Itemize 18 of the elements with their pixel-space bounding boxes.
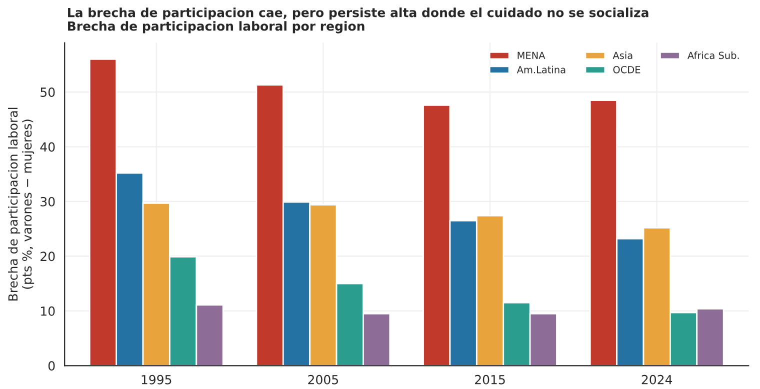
y-axis-title: Brecha de participacion laboral (pts %, varones − mujeres)	[8, 108, 34, 301]
y-tick-label: 20	[40, 252, 55, 262]
x-tick-label: 2015	[475, 374, 505, 384]
y-tick-label: 0	[48, 361, 55, 371]
y-tick-label: 30	[40, 196, 55, 206]
x-tick-label: 2005	[308, 374, 338, 384]
chart-subtitle: Brecha de participacion laboral por region	[68, 21, 364, 34]
y-tick-label: 40	[40, 142, 55, 152]
legend-label: MENA	[518, 52, 546, 59]
legend-label: Asia	[612, 52, 632, 60]
legend-label: Am.Latina	[516, 66, 566, 74]
x-tick-label: 2024	[642, 374, 672, 384]
chart-title: La brecha de participacion cae, pero persiste alta donde el cuidado no se socializa	[68, 8, 648, 20]
legend-label: Africa Sub.	[688, 52, 739, 60]
y-tick-label: 50	[40, 88, 55, 97]
legend-label: OCDE	[613, 66, 640, 74]
y-tick-label: 10	[41, 306, 55, 316]
x-tick-label: 1995	[142, 374, 172, 384]
